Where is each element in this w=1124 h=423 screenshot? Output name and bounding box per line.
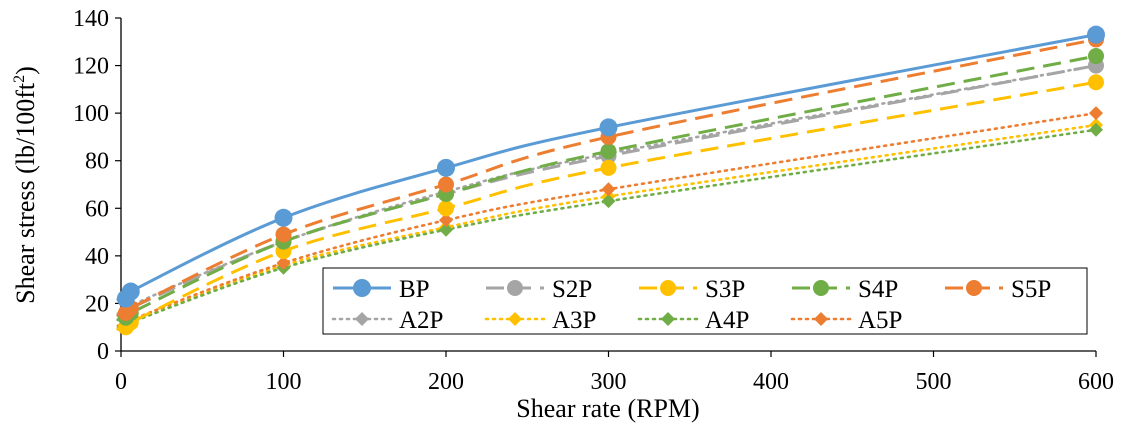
data-point-bp — [121, 282, 140, 301]
legend-marker-a4p — [661, 312, 675, 326]
legend-label-a5p: A5P — [858, 307, 902, 334]
y-tick-label: 80 — [85, 149, 109, 175]
legend-marker-a2p — [355, 312, 369, 326]
series-markers — [116, 25, 1105, 336]
legend-marker-s3p — [660, 280, 676, 296]
data-point-a5p — [439, 213, 453, 228]
legend-marker-s5p — [966, 280, 982, 296]
y-axis-title-superscript: 2 — [11, 75, 28, 83]
x-tick-label: 300 — [591, 369, 627, 395]
data-point-bp — [599, 118, 618, 137]
data-point-a4p — [1089, 122, 1103, 137]
data-point-bp — [1087, 25, 1105, 44]
y-axis-title-end: ) — [11, 66, 40, 75]
data-point-bp — [437, 158, 455, 177]
data-point-s3p — [1088, 74, 1104, 91]
x-tick-label: 600 — [1078, 369, 1114, 395]
legend: BP S2P S3P S4P S5P A2P A3P A4P A5P — [322, 267, 1088, 335]
data-point-a5p — [1089, 106, 1103, 121]
legend-label-s4p: S4P — [858, 276, 898, 303]
legend-marker-a5p — [814, 312, 828, 326]
y-tick-label: 60 — [85, 196, 109, 222]
data-point-s5p — [438, 176, 454, 193]
legend-label-s5p: S5P — [1011, 276, 1051, 303]
legend-label-s2p: S2P — [552, 276, 592, 303]
y-axis-title-main: Shear stress (lb/100ft — [11, 82, 40, 304]
y-axis-title: Shear stress (lb/100ft2) — [11, 66, 40, 304]
y-tick-label: 0 — [97, 339, 109, 365]
data-point-a4p — [439, 222, 453, 237]
legend-marker-a3p — [508, 312, 522, 326]
data-point-a5p — [601, 182, 616, 197]
y-tick-label: 100 — [73, 101, 109, 127]
legend-label-s3p: S3P — [705, 276, 745, 303]
legend-box — [322, 267, 1088, 335]
x-tick-label: 100 — [266, 369, 302, 395]
y-tick-label: 20 — [85, 291, 109, 317]
y-tick-label: 120 — [73, 54, 109, 80]
legend-label-a2p: A2P — [399, 307, 443, 334]
x-tick-label: 200 — [428, 369, 464, 395]
legend-marker-bp — [353, 279, 371, 297]
legend-marker-s4p — [813, 280, 829, 296]
data-point-s4p — [600, 143, 617, 160]
legend-label-a3p: A3P — [552, 307, 596, 334]
x-tick-label: 0 — [115, 369, 127, 395]
data-point-a5p — [276, 255, 291, 270]
y-tick-label: 40 — [85, 244, 109, 270]
data-point-a4p — [601, 194, 616, 209]
data-point-s3p — [438, 200, 454, 217]
data-point-s5p — [275, 226, 292, 243]
legend-marker-s2p — [507, 280, 523, 296]
x-tick-label: 500 — [916, 369, 952, 395]
data-point-s4p — [1088, 48, 1104, 65]
y-axis-ticks: 0 20 40 60 80 100 120 140 — [73, 6, 121, 365]
y-tick-label: 140 — [73, 6, 109, 32]
x-axis-title: Shear rate (RPM) — [516, 394, 699, 423]
x-tick-label: 400 — [753, 369, 789, 395]
legend-label-a4p: A4P — [705, 307, 749, 334]
data-point-s3p — [600, 159, 617, 176]
data-point-bp — [274, 208, 293, 227]
legend-label-bp: BP — [399, 276, 430, 303]
x-axis-ticks: 0 100 200 300 400 500 600 — [115, 351, 1114, 395]
